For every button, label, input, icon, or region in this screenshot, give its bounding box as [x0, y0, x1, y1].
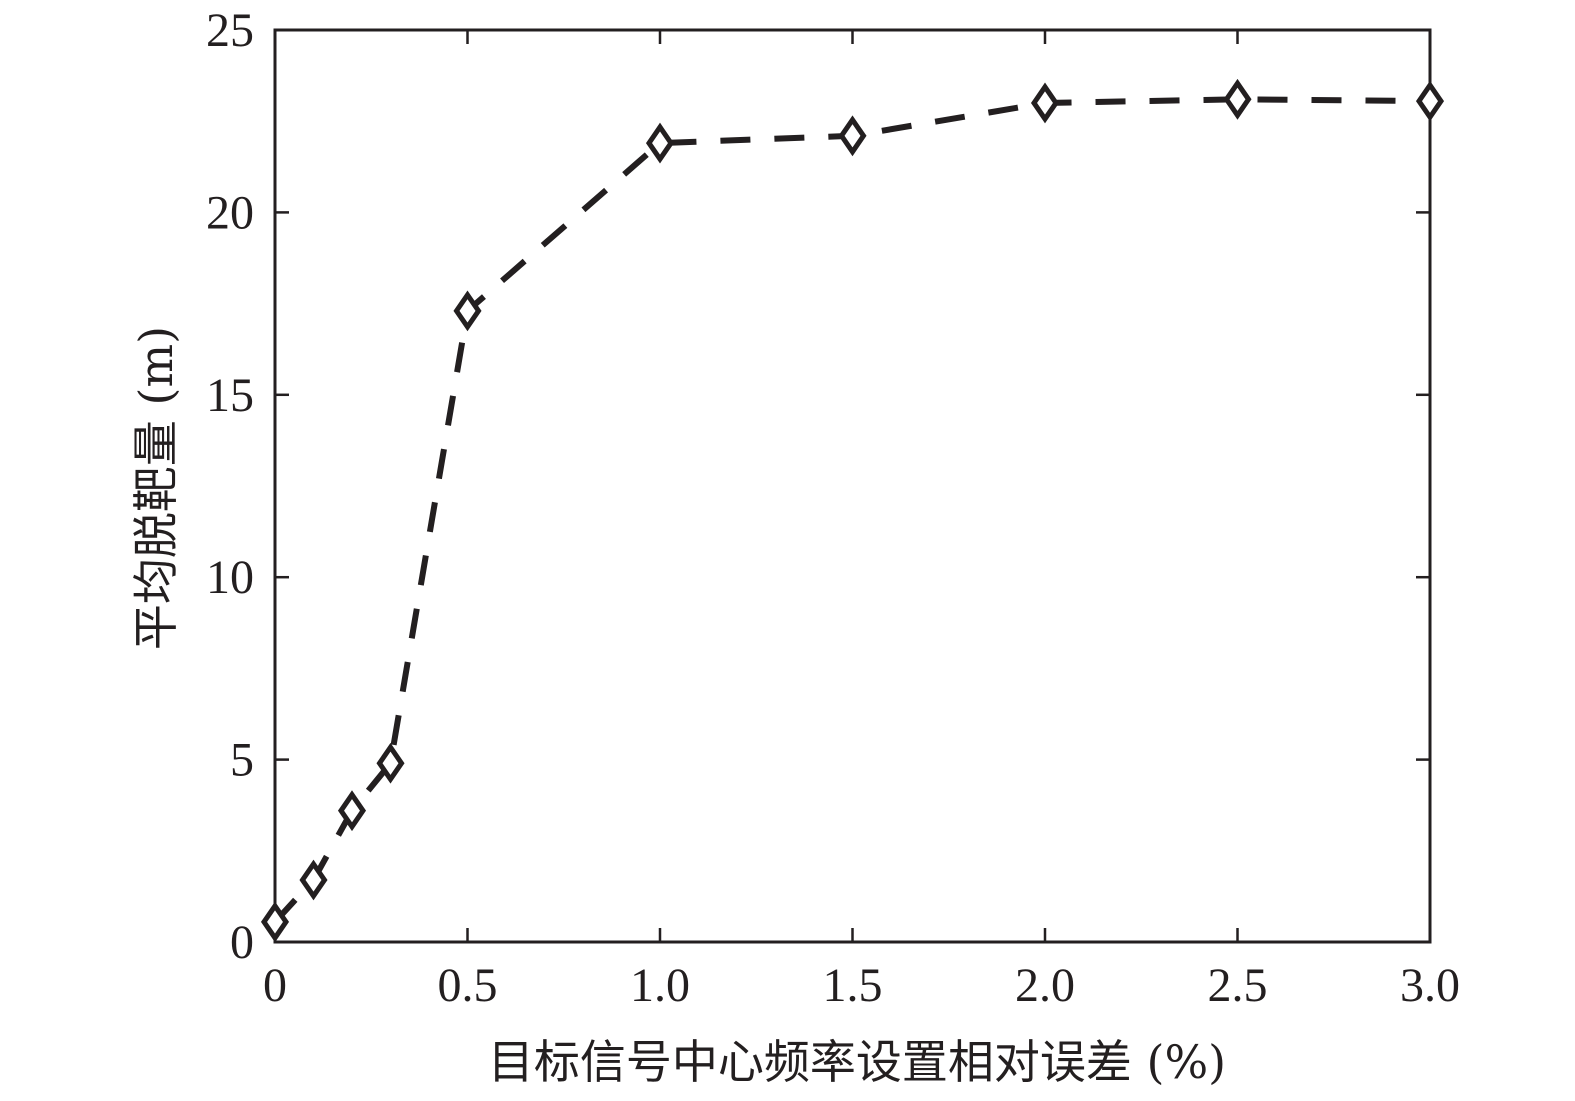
data-point-marker: [645, 122, 675, 164]
y-axis: 0 5 10 15 20 25: [206, 4, 1430, 969]
x-tick-label: 2.0: [1015, 959, 1075, 1012]
y-tick-label: 5: [230, 734, 254, 787]
series-layer: [260, 78, 1445, 943]
x-axis: 0 0.5 1.0 1.5 2.0 2.5 3.0: [263, 30, 1460, 1012]
x-tick-label: 1.0: [630, 959, 690, 1012]
x-tick-label: 2.5: [1208, 959, 1268, 1012]
data-point-marker: [1030, 82, 1060, 124]
plot-area: [273, 28, 1432, 944]
plot-frame: [273, 28, 1432, 944]
data-point-marker: [337, 790, 367, 832]
data-point-marker: [453, 290, 482, 332]
data-point-marker: [838, 115, 867, 157]
y-axis-title: 平均脱靶量 (m): [129, 326, 183, 650]
data-point-marker: [299, 859, 328, 901]
data-point-marker: [260, 901, 290, 943]
y-tick-label: 15: [206, 369, 254, 422]
y-tick-label: 20: [206, 186, 254, 239]
x-tick-label: 0: [263, 959, 287, 1012]
y-tick-label: 10: [206, 551, 254, 604]
data-point-marker: [1223, 78, 1252, 120]
x-axis-title: 目标信号中心频率设置相对误差 (%): [488, 1035, 1226, 1089]
data-point-marker: [1415, 80, 1445, 122]
series-line: [272, 96, 1431, 924]
x-tick-label: 0.5: [438, 959, 498, 1012]
x-tick-label: 1.5: [823, 959, 883, 1012]
x-tick-label: 3.0: [1400, 959, 1460, 1012]
y-tick-label: 25: [206, 4, 254, 57]
data-point-marker: [376, 742, 405, 784]
y-tick-label: 0: [230, 916, 254, 969]
